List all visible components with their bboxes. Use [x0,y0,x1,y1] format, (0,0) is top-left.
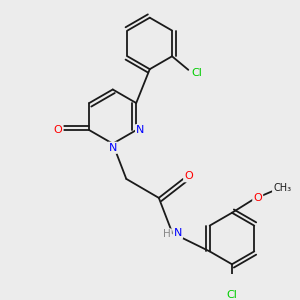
Text: O: O [54,125,62,135]
Text: O: O [184,171,193,181]
Text: N: N [136,125,145,135]
Text: O: O [253,193,262,203]
Text: N: N [109,143,117,153]
Text: H: H [163,230,171,239]
Text: Cl: Cl [226,290,237,300]
Text: Cl: Cl [191,68,202,78]
Text: N: N [174,228,182,238]
Text: CH₃: CH₃ [273,183,291,194]
